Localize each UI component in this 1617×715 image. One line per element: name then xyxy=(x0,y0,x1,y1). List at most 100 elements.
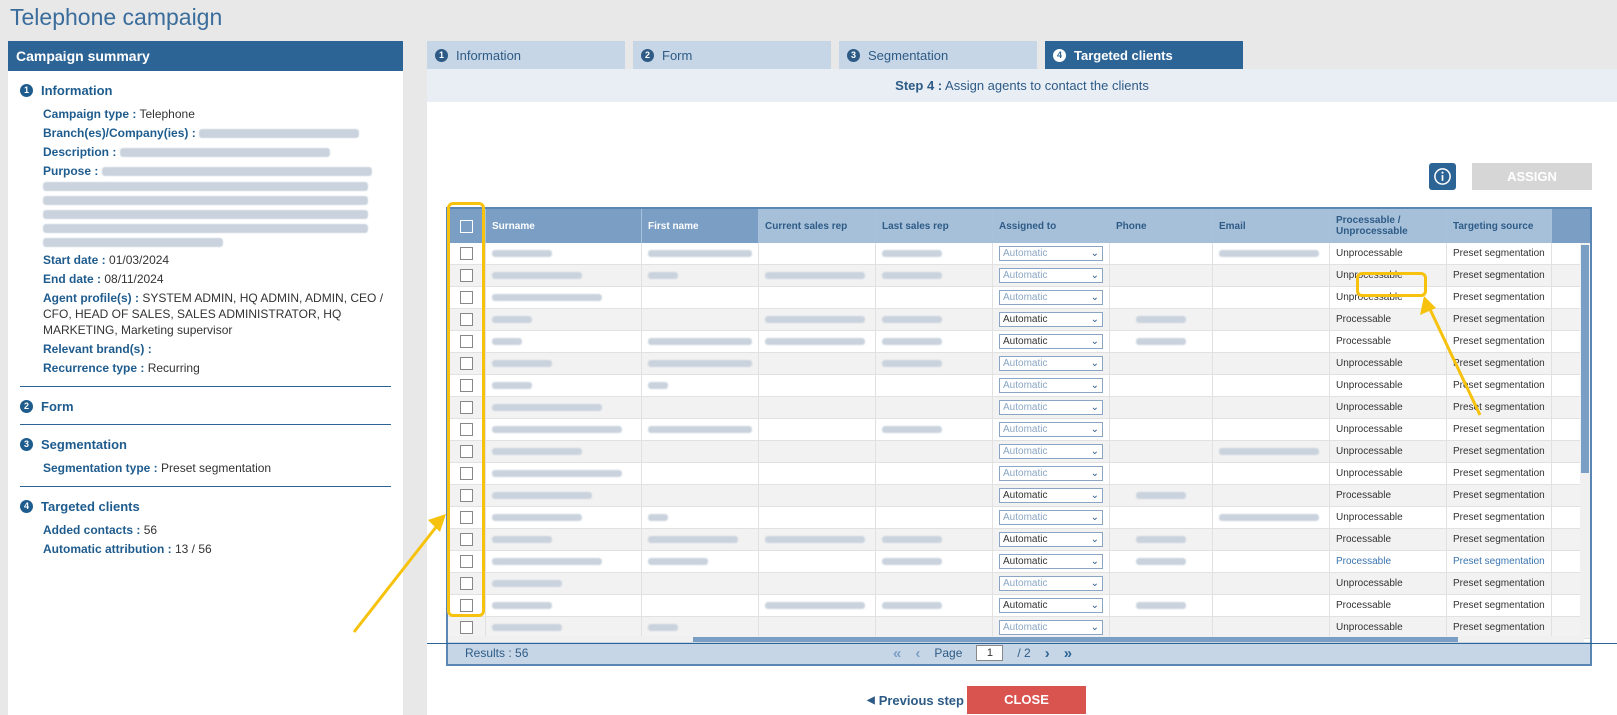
col-last-sales-rep[interactable]: Last sales rep xyxy=(876,209,993,243)
col-targeting-source[interactable]: Targeting source xyxy=(1447,209,1552,243)
next-page-icon[interactable]: › xyxy=(1044,644,1050,662)
arrow-to-checkboxes xyxy=(352,521,442,633)
row-checkbox[interactable] xyxy=(460,247,473,260)
table-row[interactable]: Automatic ⌄ Unprocessable Preset segmentati… xyxy=(448,419,1590,441)
row-checkbox[interactable] xyxy=(460,401,473,414)
table-row[interactable]: Automatic ⌄ Processable Preset segmentation xyxy=(448,485,1590,507)
chevron-down-icon: ⌄ xyxy=(1090,512,1099,523)
current-sales-rep-cell xyxy=(759,529,876,550)
table-row[interactable]: Automatic ⌄ Unprocessable Preset segmentati… xyxy=(448,287,1590,309)
table-row[interactable]: Automatic ⌄ Unprocessable Preset segmentati… xyxy=(448,573,1590,595)
targeting-source-cell: Preset segmentation xyxy=(1447,287,1552,308)
assigned-to-select[interactable]: Automatic ⌄ xyxy=(999,576,1103,591)
checkbox-cell xyxy=(448,441,486,462)
assigned-to-select[interactable]: Automatic ⌄ xyxy=(999,334,1103,349)
vertical-scroll-thumb[interactable] xyxy=(1581,245,1589,473)
last-sales-rep-cell xyxy=(876,463,993,484)
close-button[interactable]: CLOSE xyxy=(967,686,1086,714)
col-phone[interactable]: Phone xyxy=(1110,209,1213,243)
col-current-sales-rep[interactable]: Current sales rep xyxy=(759,209,876,243)
tab-information[interactable]: 1 Information xyxy=(427,41,625,69)
col-email[interactable]: Email xyxy=(1213,209,1330,243)
redacted-value xyxy=(492,448,582,455)
grid-header: Surname First name Current sales rep Las… xyxy=(448,209,1590,243)
current-sales-rep-cell xyxy=(759,463,876,484)
current-sales-rep-cell xyxy=(759,243,876,264)
checkbox-cell xyxy=(448,309,486,330)
phone-cell xyxy=(1110,287,1213,308)
assigned-to-select[interactable]: Automatic ⌄ xyxy=(999,532,1103,547)
table-row[interactable]: Automatic ⌄ Unprocessable Preset segmentati… xyxy=(448,265,1590,287)
horizontal-scroll-thumb[interactable] xyxy=(693,637,1458,644)
assigned-to-cell: Automatic ⌄ xyxy=(993,309,1110,330)
col-processable[interactable]: Processable / Unprocessable xyxy=(1330,209,1447,243)
row-checkbox[interactable] xyxy=(460,291,473,304)
assign-button[interactable]: ASSIGN xyxy=(1472,163,1592,190)
col-first-name[interactable]: First name xyxy=(642,209,759,243)
page-input[interactable]: 1 xyxy=(976,645,1004,661)
row-checkbox[interactable] xyxy=(460,489,473,502)
row-checkbox[interactable] xyxy=(460,335,473,348)
assigned-to-select[interactable]: Automatic ⌄ xyxy=(999,598,1103,613)
table-row[interactable]: Automatic ⌄ Unprocessable Preset segmentati… xyxy=(448,463,1590,485)
table-row[interactable]: Automatic ⌄ Unprocessable Preset segmentati… xyxy=(448,441,1590,463)
assigned-to-select[interactable]: Automatic ⌄ xyxy=(999,378,1103,393)
chevron-down-icon: ⌄ xyxy=(1090,424,1099,435)
phone-cell xyxy=(1110,595,1213,616)
row-checkbox[interactable] xyxy=(460,511,473,524)
row-checkbox[interactable] xyxy=(460,379,473,392)
tab-segmentation[interactable]: 3 Segmentation xyxy=(839,41,1037,69)
col-surname[interactable]: Surname xyxy=(486,209,642,243)
info-button[interactable] xyxy=(1429,163,1456,190)
assigned-to-select[interactable]: Automatic ⌄ xyxy=(999,444,1103,459)
assigned-to-select[interactable]: Automatic ⌄ xyxy=(999,268,1103,283)
redacted-value xyxy=(1136,558,1186,565)
col-assigned-to[interactable]: Assigned to xyxy=(993,209,1110,243)
row-checkbox[interactable] xyxy=(460,467,473,480)
row-checkbox[interactable] xyxy=(460,555,473,568)
table-row[interactable]: Automatic ⌄ Processable Preset segmentation xyxy=(448,331,1590,353)
first-page-icon[interactable]: « xyxy=(893,644,902,662)
last-page-icon[interactable]: » xyxy=(1063,644,1073,662)
row-checkbox[interactable] xyxy=(460,423,473,436)
table-row[interactable]: Automatic ⌄ Processable Preset segmentation xyxy=(448,551,1590,573)
table-row[interactable]: Automatic ⌄ Unprocessable Preset segmentati… xyxy=(448,507,1590,529)
table-row[interactable]: Automatic ⌄ Unprocessable Preset segmentati… xyxy=(448,353,1590,375)
assigned-to-select[interactable]: Automatic ⌄ xyxy=(999,246,1103,261)
row-checkbox[interactable] xyxy=(460,533,473,546)
tab-form[interactable]: 2 Form xyxy=(633,41,831,69)
processable-status-cell: Unprocessable xyxy=(1330,397,1447,418)
assigned-to-select[interactable]: Automatic ⌄ xyxy=(999,312,1103,327)
last-sales-rep-cell xyxy=(876,529,993,550)
checkbox-cell xyxy=(448,529,486,550)
table-row[interactable]: Automatic ⌄ Processable Preset segmentation xyxy=(448,595,1590,617)
table-row[interactable]: Automatic ⌄ Unprocessable Preset segmentati… xyxy=(448,243,1590,265)
assigned-to-select[interactable]: Automatic ⌄ xyxy=(999,488,1103,503)
assigned-to-select[interactable]: Automatic ⌄ xyxy=(999,466,1103,481)
assigned-to-select[interactable]: Automatic ⌄ xyxy=(999,356,1103,371)
assigned-to-select[interactable]: Automatic ⌄ xyxy=(999,510,1103,525)
previous-page-icon[interactable]: ‹ xyxy=(915,644,921,662)
surname-cell xyxy=(486,617,642,638)
tab-targeted-clients[interactable]: 4 Targeted clients xyxy=(1045,41,1243,69)
assigned-to-select[interactable]: Automatic ⌄ xyxy=(999,422,1103,437)
row-checkbox[interactable] xyxy=(460,313,473,326)
table-row[interactable]: Automatic ⌄ Unprocessable Preset segmentati… xyxy=(448,397,1590,419)
assigned-to-select[interactable]: Automatic ⌄ xyxy=(999,400,1103,415)
row-checkbox[interactable] xyxy=(460,445,473,458)
redacted-value xyxy=(648,250,752,257)
row-checkbox[interactable] xyxy=(460,577,473,590)
row-checkbox[interactable] xyxy=(460,621,473,634)
row-checkbox[interactable] xyxy=(460,599,473,612)
row-checkbox[interactable] xyxy=(460,269,473,282)
assigned-to-select[interactable]: Automatic ⌄ xyxy=(999,620,1103,635)
select-all-checkbox[interactable] xyxy=(460,219,473,233)
table-row[interactable]: Automatic ⌄ Unprocessable Preset segmentati… xyxy=(448,375,1590,397)
assigned-to-select[interactable]: Automatic ⌄ xyxy=(999,290,1103,305)
row-checkbox[interactable] xyxy=(460,357,473,370)
assigned-to-cell: Automatic ⌄ xyxy=(993,573,1110,594)
table-row[interactable]: Automatic ⌄ Processable Preset segmentation xyxy=(448,529,1590,551)
previous-step-button[interactable]: ◀ Previous step xyxy=(867,693,964,708)
table-row[interactable]: Automatic ⌄ Processable Preset segmentation xyxy=(448,309,1590,331)
assigned-to-select[interactable]: Automatic ⌄ xyxy=(999,554,1103,569)
